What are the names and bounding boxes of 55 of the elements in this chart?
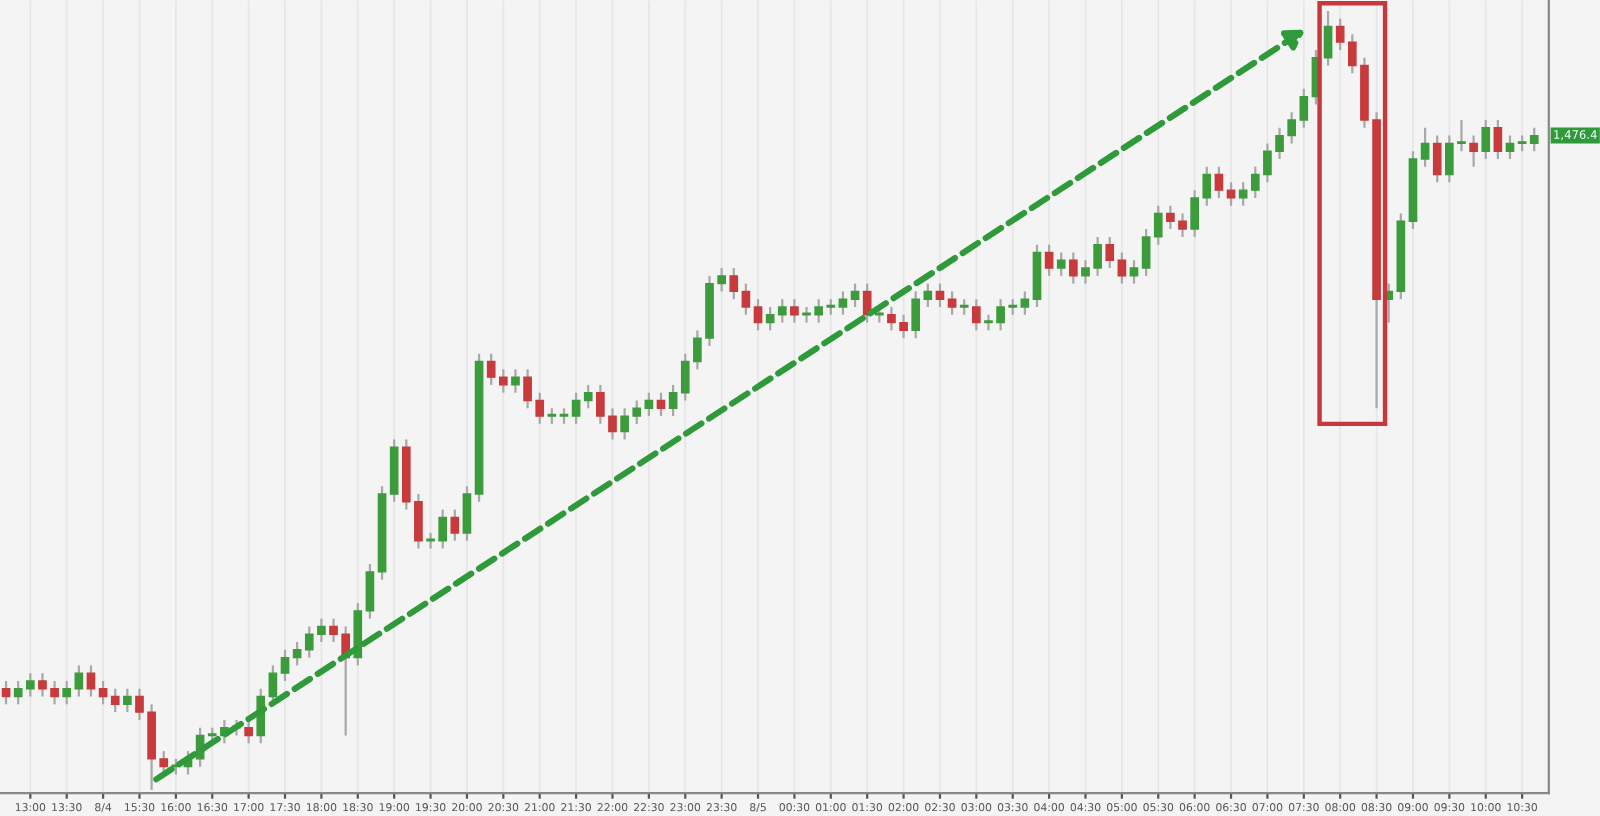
candlestick — [1420, 126, 1430, 168]
candlestick — [1238, 181, 1248, 207]
candlestick — [947, 290, 957, 316]
candlestick — [450, 508, 460, 542]
candlestick — [268, 664, 278, 706]
candlestick — [729, 266, 739, 301]
candlestick — [935, 282, 945, 309]
candlestick — [790, 298, 799, 324]
candlestick — [280, 648, 290, 683]
candlestick — [1, 679, 11, 706]
candlestick — [583, 383, 593, 410]
candlestick — [777, 298, 787, 324]
candlestick — [353, 601, 363, 667]
candlestick — [365, 562, 375, 620]
candlestick — [1432, 134, 1442, 184]
candlestick — [862, 282, 872, 324]
candlestick — [389, 438, 399, 503]
candlestick — [244, 718, 253, 745]
candlestick — [1020, 290, 1030, 316]
candlestick — [86, 664, 96, 698]
candlestick — [511, 368, 520, 394]
candlestick — [292, 640, 302, 667]
candlestick — [1226, 181, 1236, 207]
candlestick — [1056, 251, 1066, 277]
candlestick — [765, 305, 775, 332]
candlestick — [62, 679, 72, 706]
candlestick — [644, 391, 654, 418]
candlestick — [1505, 134, 1515, 161]
candlestick — [1481, 118, 1491, 161]
candlestick — [1129, 259, 1139, 285]
candlestick — [110, 687, 120, 714]
candlestick — [123, 687, 132, 714]
candlestick — [656, 391, 666, 418]
candlestick — [98, 679, 108, 706]
candlestick — [1117, 251, 1127, 285]
candlestick — [1493, 118, 1503, 161]
candlestick — [1032, 243, 1042, 309]
candlestick — [1214, 165, 1224, 200]
candlestick — [972, 298, 981, 332]
candlestick — [838, 290, 848, 316]
candlestick — [1069, 251, 1078, 285]
candlestick — [1469, 134, 1478, 168]
candlestick — [741, 282, 751, 316]
candlestick — [1141, 227, 1151, 277]
candlestick — [1323, 9, 1333, 67]
candlestick — [1153, 204, 1163, 246]
candlestick — [1105, 235, 1115, 270]
candlestick — [850, 282, 860, 309]
candlestick — [753, 298, 763, 332]
candlestick — [1529, 126, 1539, 153]
candlestick — [462, 485, 472, 542]
candlestick — [74, 664, 84, 698]
candlestick — [1044, 243, 1054, 277]
candlestick — [571, 391, 581, 425]
candlestick — [668, 383, 678, 418]
